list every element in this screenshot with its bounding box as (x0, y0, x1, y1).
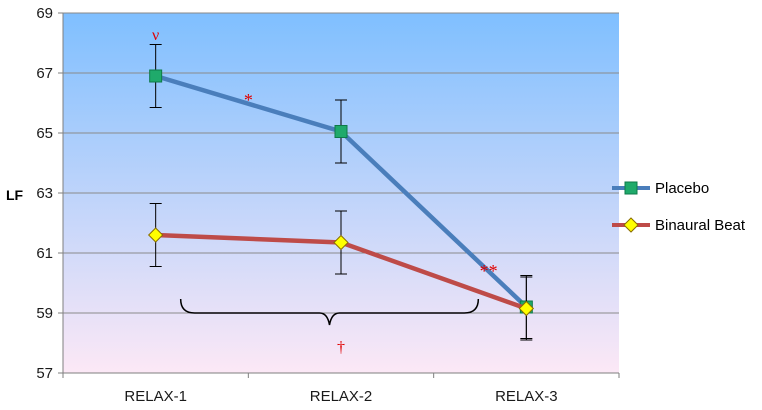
y-tick-label: 67 (36, 65, 53, 82)
y-tick-label: 59 (36, 305, 53, 322)
series-placebo (149, 44, 533, 339)
x-tick-labels: RELAX-1 RELAX-2 RELAX-3 (124, 388, 557, 405)
annotation-mark: ν (152, 27, 159, 44)
data-point (149, 69, 163, 83)
y-tick-label: 69 (36, 5, 53, 22)
data-point (333, 234, 349, 251)
y-tick-label: 65 (36, 125, 53, 142)
legend-marker (624, 181, 638, 195)
annotation-mark: † (337, 339, 345, 356)
bracket-annotation (179, 298, 480, 326)
y-tick-label: 57 (36, 365, 53, 382)
legend: Placebo Binaural Beat (612, 180, 746, 234)
annotations: ν***† (152, 27, 498, 356)
data-point (147, 227, 164, 243)
y-axis-label: LF (6, 187, 24, 203)
y-tick-labels: 57 59 61 63 65 67 69 (36, 5, 53, 382)
brace (179, 298, 480, 326)
legend-marker (623, 217, 639, 233)
legend-item: Placebo (612, 180, 709, 197)
x-tick-label: RELAX-2 (310, 388, 373, 405)
data-point (518, 300, 535, 317)
legend-label: Binaural Beat (655, 217, 746, 234)
series-group (147, 44, 535, 341)
annotation-mark: * (244, 90, 253, 110)
y-tick-label: 61 (36, 245, 53, 262)
series-binaural-beat (147, 203, 535, 341)
x-tick-label: RELAX-1 (124, 388, 187, 405)
legend-label: Placebo (655, 180, 709, 197)
legend-item: Binaural Beat (612, 217, 746, 234)
annotation-mark: ** (480, 261, 498, 281)
data-point (334, 125, 348, 138)
x-tick-label: RELAX-3 (495, 388, 558, 405)
y-tick-label: 63 (36, 185, 53, 202)
